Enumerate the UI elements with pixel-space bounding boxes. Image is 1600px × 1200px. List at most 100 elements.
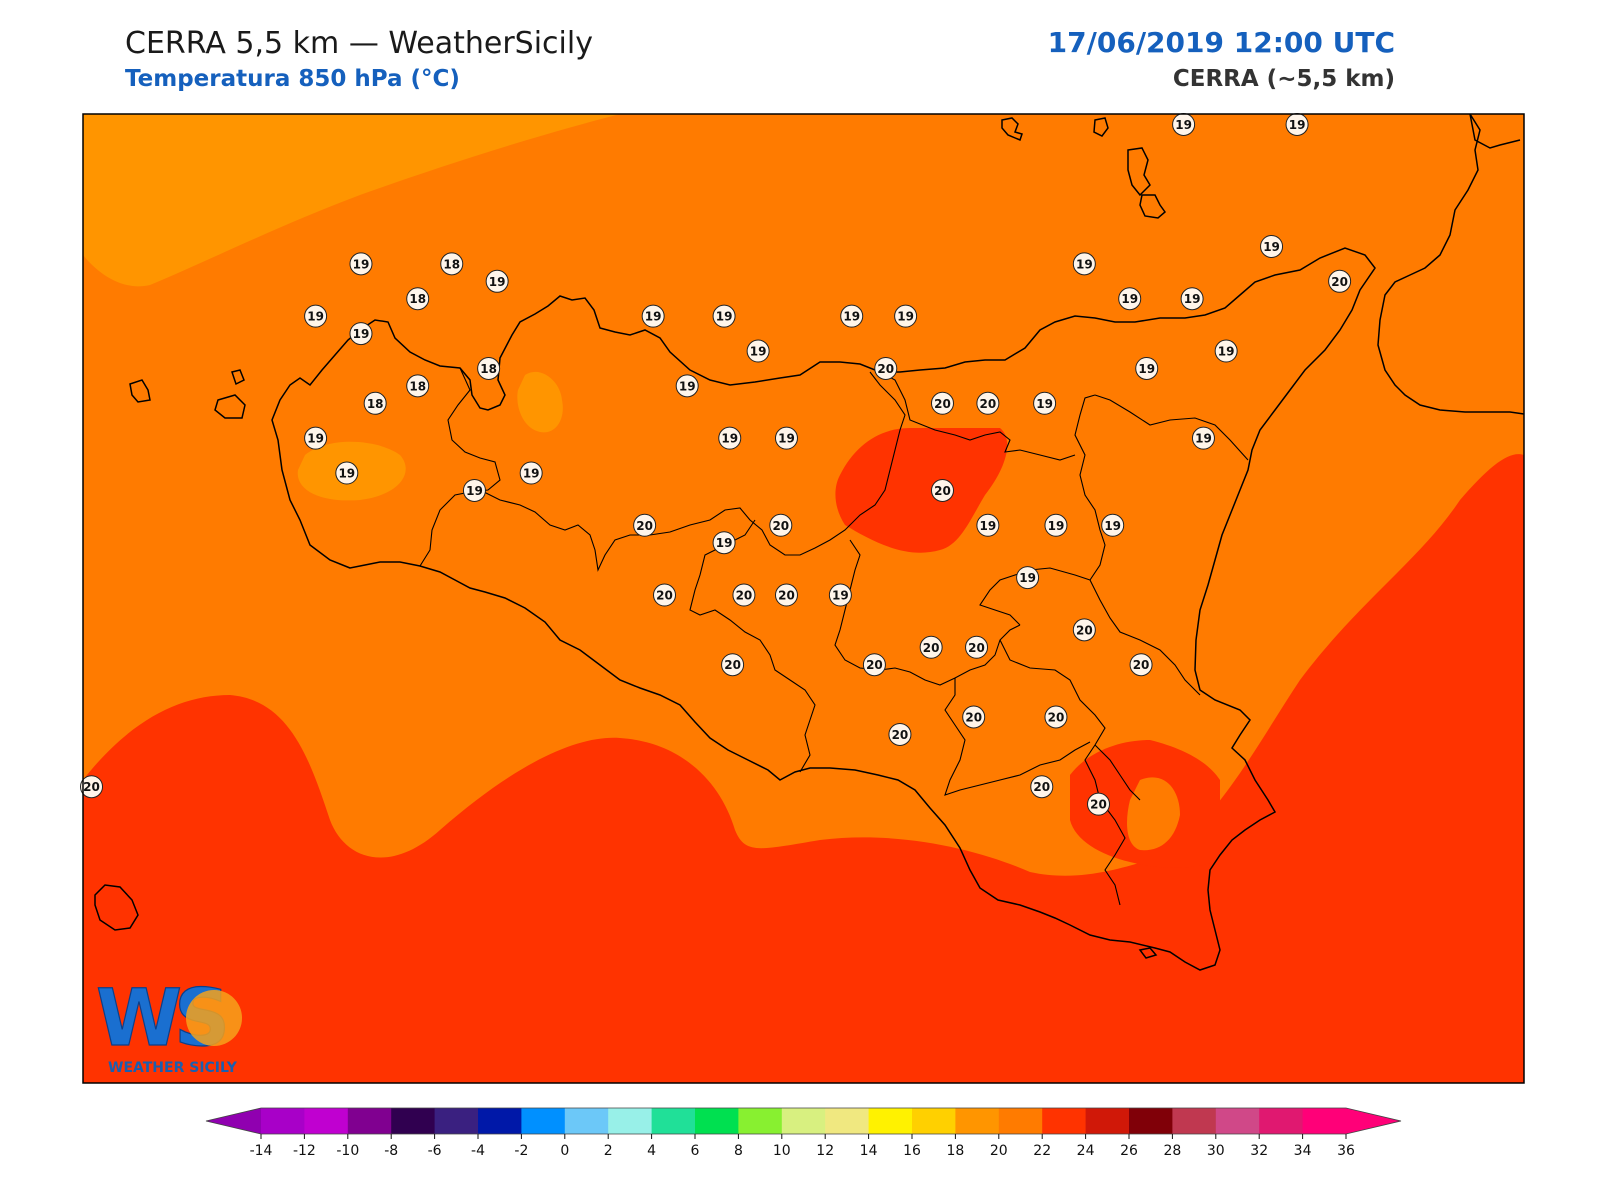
map-subtitle: Temperatura 850 hPa (°C) <box>125 66 460 92</box>
temperature-label: 20 <box>874 356 898 380</box>
colorbar-tick-label: 16 <box>903 1143 921 1159</box>
island-lipari <box>1127 147 1151 197</box>
temperature-label: 19 <box>349 322 373 346</box>
label-value: 18 <box>443 257 460 271</box>
temperature-label: 20 <box>80 775 104 799</box>
label-value: 20 <box>772 519 789 533</box>
colorbar-segment <box>304 1108 349 1134</box>
colorbar-tick-label: 34 <box>1294 1143 1312 1159</box>
label-marker <box>774 583 798 607</box>
temperature-label: 19 <box>976 513 1000 537</box>
label-value: 20 <box>656 589 673 603</box>
label-value: 20 <box>965 711 982 725</box>
colorbar-tick-label: -8 <box>384 1143 398 1159</box>
colorbar-tick-label: -2 <box>514 1143 528 1159</box>
label-value: 20 <box>1076 623 1093 637</box>
island-egadi <box>129 379 151 403</box>
province-borders <box>419 367 1249 906</box>
temperature-label: 20 <box>1328 269 1352 293</box>
label-marker <box>1118 287 1142 311</box>
temperature-label: 20 <box>769 513 793 537</box>
colorbar-segment <box>391 1108 436 1134</box>
label-marker <box>1087 792 1111 816</box>
label-value: 20 <box>934 397 951 411</box>
temperature-label: 19 <box>1285 112 1309 136</box>
label-marker <box>874 356 898 380</box>
label-marker <box>712 304 736 328</box>
label-marker <box>335 461 359 485</box>
island-alicudi <box>1001 117 1023 142</box>
label-value: 19 <box>1184 292 1201 306</box>
colorbar-segment <box>1302 1108 1347 1134</box>
label-value: 19 <box>353 257 370 271</box>
label-value: 20 <box>636 519 653 533</box>
temperature-label: 20 <box>976 391 1000 415</box>
logo-sun-icon <box>186 990 242 1046</box>
label-marker <box>363 391 387 415</box>
label-marker <box>888 722 912 746</box>
colorbar-segment <box>825 1108 870 1134</box>
colorbar-segment <box>434 1108 479 1134</box>
label-value: 20 <box>934 484 951 498</box>
label-value: 19 <box>1048 519 1065 533</box>
label-marker <box>519 461 543 485</box>
label-marker <box>1135 356 1159 380</box>
border-enna-catania <box>979 394 1106 626</box>
label-marker <box>1328 269 1352 293</box>
label-marker <box>477 356 501 380</box>
temperature-label: 19 <box>335 461 359 485</box>
temperature-label: 19 <box>1118 287 1142 311</box>
label-value: 19 <box>1138 362 1155 376</box>
label-marker <box>406 374 430 398</box>
colorbar-segment <box>1085 1108 1130 1134</box>
label-marker <box>641 304 665 328</box>
map-title: CERRA 5,5 km — WeatherSicily <box>125 26 593 61</box>
temperature-label: 20 <box>633 513 657 537</box>
label-marker <box>718 426 742 450</box>
label-marker <box>828 583 852 607</box>
colorbar-tick-label: 14 <box>860 1143 878 1159</box>
temperature-label: 19 <box>304 304 328 328</box>
label-value: 18 <box>480 362 497 376</box>
colorbar-max-arrow <box>1346 1108 1401 1134</box>
label-value: 20 <box>736 589 753 603</box>
field-band-20-22-south <box>83 454 1524 1083</box>
map-frame <box>82 113 1525 1084</box>
label-value: 20 <box>1331 275 1348 289</box>
temperature-label: 18 <box>406 287 430 311</box>
colorbar-tick-label: 0 <box>560 1143 569 1159</box>
temperature-label: 20 <box>1072 618 1096 642</box>
island-ustica <box>1138 947 1158 959</box>
border-agrigento-caltanissetta <box>689 519 816 773</box>
label-value: 19 <box>980 519 997 533</box>
label-marker <box>1191 426 1215 450</box>
colorbar-segment <box>478 1108 522 1134</box>
temperature-label: 20 <box>653 583 677 607</box>
label-marker <box>80 775 104 799</box>
label-marker <box>1030 775 1054 799</box>
label-marker <box>1033 391 1057 415</box>
colorbar-segment <box>1215 1108 1260 1134</box>
label-value: 18 <box>367 397 384 411</box>
temperature-label: 20 <box>732 583 756 607</box>
temperature-label: 20 <box>930 478 954 502</box>
temperature-label: 20 <box>965 635 989 659</box>
label-value: 20 <box>877 362 894 376</box>
temperature-label: 20 <box>1087 792 1111 816</box>
temperature-label: 20 <box>1044 705 1068 729</box>
colorbar-segment <box>868 1108 913 1134</box>
border-trapani-palermo <box>419 367 501 567</box>
colorbar-tick-label: 36 <box>1337 1143 1355 1159</box>
label-value: 19 <box>1218 345 1235 359</box>
colorbar-tick-label: 12 <box>816 1143 834 1159</box>
temperature-label: 19 <box>675 374 699 398</box>
temperature-label: 19 <box>1180 287 1204 311</box>
label-value: 20 <box>1048 711 1065 725</box>
temperature-label: 19 <box>349 252 373 276</box>
label-value: 19 <box>1076 257 1093 271</box>
colorbar-tick-label: 32 <box>1250 1143 1268 1159</box>
temperature-label: 19 <box>1044 513 1068 537</box>
border-palermo-agrigento <box>479 371 906 572</box>
temperature-label: 19 <box>1260 234 1284 258</box>
